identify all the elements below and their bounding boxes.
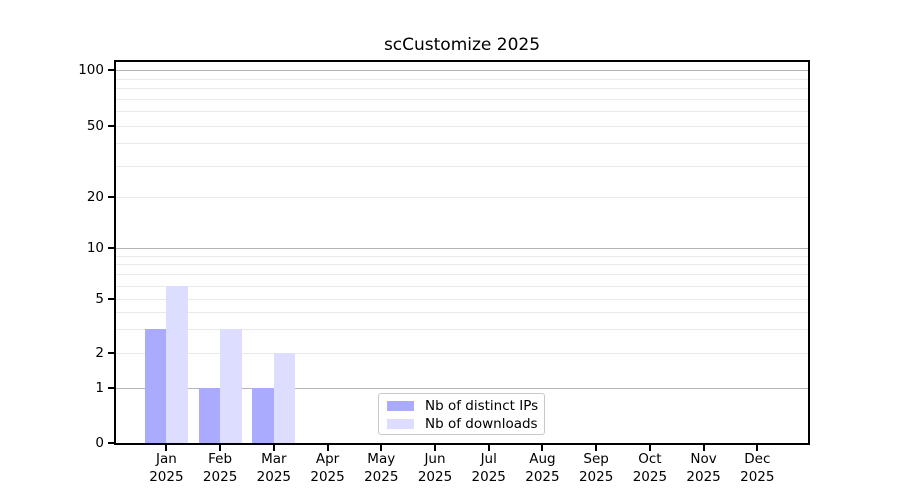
gridline-major-10 [116, 248, 808, 249]
x-tick-may-2025 [380, 445, 383, 451]
gridline-minor-9 [116, 255, 808, 257]
gridline-minor-20 [116, 197, 808, 198]
y-tick-2 [108, 352, 114, 354]
y-tick-5 [108, 298, 114, 300]
x-tick-label-may-2025: May 2025 [337, 450, 425, 486]
y-tick-label-0: 0 [95, 435, 104, 451]
plot-area: Nb of distinct IPs Nb of downloads [114, 60, 810, 445]
x-label-month: Nov [690, 451, 717, 467]
x-tick-jan-2025 [165, 445, 168, 451]
gridline-major-100 [116, 70, 808, 71]
x-label-month: Jan [155, 451, 177, 467]
x-label-month: Sep [583, 451, 609, 467]
x-tick-label-jun-2025: Jun 2025 [391, 450, 479, 486]
legend-label-downloads: Nb of downloads [425, 416, 538, 432]
x-label-month: Mar [261, 451, 287, 467]
gridline-minor-70 [116, 98, 808, 100]
legend: Nb of distinct IPs Nb of downloads [378, 393, 545, 435]
x-tick-label-dec-2025: Dec 2025 [713, 450, 801, 486]
bar-nb-of-downloads-jan-2025 [166, 285, 188, 443]
gridline-minor-90 [116, 78, 808, 80]
y-tick-label-100: 100 [78, 62, 104, 78]
legend-swatch-distinct-ips-icon [387, 401, 414, 411]
x-label-month: Oct [638, 451, 662, 467]
x-label-year: 2025 [686, 469, 721, 485]
x-label-month: Feb [208, 451, 233, 467]
x-tick-jun-2025 [434, 445, 436, 451]
x-label-month: Jul [480, 451, 497, 467]
x-tick-label-aug-2025: Aug 2025 [498, 450, 586, 486]
x-label-year: 2025 [417, 469, 453, 485]
gridline-minor-7 [116, 274, 808, 276]
x-tick-label-jul-2025: Jul 2025 [445, 450, 533, 486]
y-tick-10 [108, 247, 114, 249]
x-tick-label-nov-2025: Nov 2025 [660, 450, 748, 486]
gridline-minor-6 [116, 285, 808, 287]
bar-nb-of-downloads-mar-2025 [273, 353, 296, 443]
x-label-year: 2025 [740, 469, 775, 485]
y-tick-label-50: 50 [86, 118, 104, 134]
x-label-year: 2025 [364, 469, 399, 485]
x-tick-oct-2025 [648, 445, 651, 451]
chart-title: scCustomize 2025 [383, 35, 541, 55]
x-tick-jul-2025 [487, 445, 490, 451]
x-label-year: 2025 [310, 469, 345, 485]
x-tick-aug-2025 [541, 445, 544, 451]
x-label-month: May [367, 451, 396, 467]
x-label-month: Aug [529, 451, 556, 467]
x-tick-label-sep-2025: Sep 2025 [552, 450, 640, 486]
gridline-minor-50 [116, 126, 808, 127]
legend-row-distinct-ips: Nb of distinct IPs [379, 397, 544, 415]
gridline-minor-3 [116, 329, 808, 331]
x-tick-label-mar-2025: Mar 2025 [230, 450, 318, 486]
bar-nb-of-distinct-ips-feb-2025 [198, 388, 221, 443]
gridline-minor-60 [116, 111, 808, 113]
x-label-month: Dec [744, 451, 771, 467]
x-tick-label-oct-2025: Oct 2025 [606, 450, 694, 486]
x-tick-nov-2025 [702, 445, 705, 451]
x-label-year: 2025 [149, 469, 184, 485]
x-label-year: 2025 [632, 469, 668, 485]
x-tick-mar-2025 [272, 445, 275, 451]
bar-nb-of-distinct-ips-mar-2025 [252, 388, 274, 443]
x-label-month: Apr [315, 451, 340, 467]
x-tick-label-apr-2025: Apr 2025 [284, 450, 372, 486]
gridline-minor-40 [116, 143, 808, 145]
legend-swatch-downloads-icon [387, 419, 414, 429]
gridline-major-1 [116, 388, 808, 389]
y-tick-50 [108, 125, 114, 127]
x-label-year: 2025 [202, 469, 238, 485]
y-tick-100 [108, 69, 114, 71]
gridline-minor-5 [116, 299, 808, 300]
bar-nb-of-distinct-ips-jan-2025 [144, 329, 167, 443]
x-label-year: 2025 [256, 469, 291, 485]
x-label-month: Jun [424, 451, 446, 467]
x-tick-feb-2025 [219, 445, 222, 451]
y-tick-label-10: 10 [86, 240, 104, 256]
x-tick-label-jan-2025: Jan 2025 [122, 450, 210, 486]
gridline-minor-8 [116, 264, 808, 266]
x-label-year: 2025 [525, 469, 560, 485]
y-tick-label-2: 2 [95, 345, 104, 361]
y-tick-label-1: 1 [95, 380, 104, 396]
x-tick-apr-2025 [326, 445, 329, 451]
y-tick-label-5: 5 [95, 291, 104, 307]
x-tick-sep-2025 [595, 445, 598, 451]
x-tick-dec-2025 [756, 445, 759, 451]
x-tick-label-feb-2025: Feb 2025 [176, 450, 264, 486]
y-tick-0 [108, 442, 114, 444]
bar-nb-of-downloads-feb-2025 [220, 329, 242, 443]
x-label-year: 2025 [471, 469, 506, 485]
legend-row-downloads: Nb of downloads [379, 415, 544, 433]
gridline-minor-4 [116, 312, 808, 314]
y-tick-label-20: 20 [86, 189, 104, 205]
y-tick-20 [108, 196, 114, 198]
gridline-minor-80 [116, 88, 808, 90]
y-tick-1 [108, 387, 114, 389]
gridline-minor-2 [116, 353, 808, 354]
x-label-year: 2025 [578, 469, 614, 485]
gridline-minor-30 [116, 165, 808, 167]
legend-label-distinct-ips: Nb of distinct IPs [425, 398, 539, 414]
